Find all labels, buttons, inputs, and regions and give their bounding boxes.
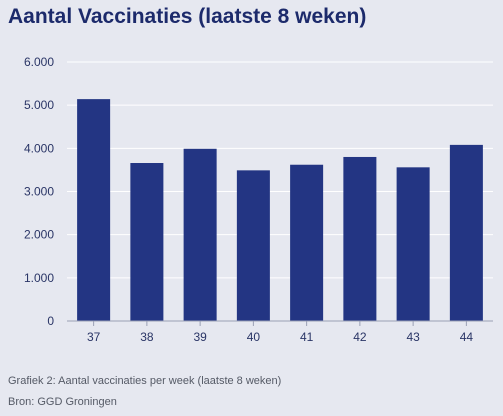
x-tick-label: 40 [247,330,261,344]
x-tick-label: 42 [353,330,367,344]
x-axis-ticks: 37 38 39 40 41 42 43 44 [87,321,473,344]
x-tick-label: 43 [406,330,420,344]
x-tick-label: 38 [140,330,154,344]
x-tick-label: 41 [300,330,314,344]
y-tick-label: 5.000 [24,98,54,112]
y-axis-ticks: 0 1.000 2.000 3.000 4.000 5.000 6.000 [24,55,54,328]
bar-week-37 [77,99,111,321]
chart-caption: Grafiek 2: Aantal vaccinaties per week (… [8,375,282,387]
y-tick-label: 1.000 [24,271,54,285]
x-tick-label: 37 [87,330,101,344]
y-tick-label: 2.000 [24,228,54,242]
x-tick-label: 44 [460,330,474,344]
bar-week-42 [343,156,377,321]
y-tick-label: 6.000 [24,55,54,69]
y-tick-label: 4.000 [24,141,54,155]
bar-week-39 [183,148,217,321]
bar-week-44 [449,144,483,321]
chart-title: Aantal Vaccinaties (laatste 8 weken) [8,5,367,28]
y-tick-label: 3.000 [24,185,54,199]
bar-week-43 [396,167,430,321]
source-note: Bron: GGD Groningen [8,396,117,408]
bars [77,99,483,321]
bar-week-38 [130,163,164,321]
bar-week-41 [290,164,324,321]
bar-week-40 [236,170,270,321]
bar-chart: 0 1.000 2.000 3.000 4.000 5.000 6.000 37 38 39 40… [24,55,493,344]
x-tick-label: 39 [193,330,207,344]
y-tick-label: 0 [47,314,54,328]
